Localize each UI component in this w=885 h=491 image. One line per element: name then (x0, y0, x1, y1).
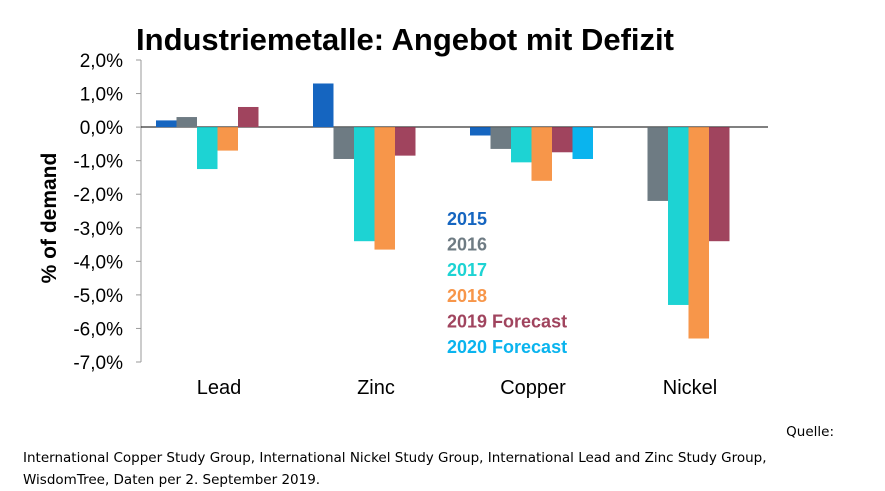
legend-item: 2015 (447, 209, 487, 229)
y-tick-label: -7,0% (73, 353, 123, 374)
legend-item: 2019 Forecast (447, 311, 567, 331)
bar-lead-2017 (197, 127, 218, 170)
legend-item: 2020 Forecast (447, 337, 567, 357)
legend-item: 2017 (447, 260, 487, 280)
bar-copper-2019 (552, 127, 573, 153)
bar-copper-2018 (531, 127, 552, 181)
source-text: International Copper Study Group, Intern… (23, 450, 767, 488)
bar-nickel-2017 (668, 127, 689, 305)
category-label-zinc: Zinc (357, 377, 395, 399)
y-tick-label: 2,0% (80, 51, 123, 72)
bars (156, 83, 730, 339)
category-label-copper: Copper (500, 377, 566, 399)
legend-item: 2016 (447, 235, 487, 255)
bar-lead-2018 (217, 127, 238, 151)
bar-copper-2016 (490, 127, 511, 149)
bar-zinc-2015 (313, 83, 334, 128)
category-label-nickel: Nickel (663, 377, 717, 399)
category-label-lead: Lead (197, 377, 242, 399)
chart: Industriemetalle: Angebot mit Defizit % … (38, 22, 768, 399)
bar-copper-2015 (470, 127, 491, 136)
y-tick-label: -3,0% (73, 219, 123, 240)
bar-copper-2020 (572, 127, 593, 159)
y-tick-label: 0,0% (80, 118, 123, 139)
y-tick-label: -6,0% (73, 319, 123, 340)
bar-nickel-2016 (647, 127, 668, 201)
legend: 2015 2016 2017 2018 2019 Forecast 2020 Foreca… (447, 209, 567, 357)
y-tick-label: -5,0% (73, 286, 123, 307)
source-label: Quelle: (786, 424, 834, 440)
y-tick-label: -1,0% (73, 152, 123, 173)
bar-nickel-2018 (688, 127, 709, 339)
y-axis-ticks: 2,0% 1,0% 0,0% -1,0% -2,0% -3,0% -4,0% -5,0% -6,… (73, 51, 141, 374)
bar-nickel-2019 (709, 127, 730, 242)
y-tick-label: 1,0% (80, 85, 123, 106)
bar-lead-2019 (238, 106, 259, 128)
chart-title: Industriemetalle: Angebot mit Defizit (136, 22, 674, 57)
bar-lead-2016 (176, 117, 197, 128)
legend-item: 2018 (447, 286, 487, 306)
y-tick-label: -2,0% (73, 185, 123, 206)
bar-zinc-2019 (395, 127, 416, 156)
bar-zinc-2016 (333, 127, 354, 159)
bar-lead-2015 (156, 120, 177, 128)
bar-zinc-2018 (374, 127, 395, 250)
y-axis-label: % of demand (38, 153, 61, 284)
bar-zinc-2017 (354, 127, 375, 242)
category-labels: Lead Zinc Copper Nickel (197, 377, 717, 399)
bar-copper-2017 (511, 127, 532, 163)
y-tick-label: -4,0% (73, 252, 123, 273)
